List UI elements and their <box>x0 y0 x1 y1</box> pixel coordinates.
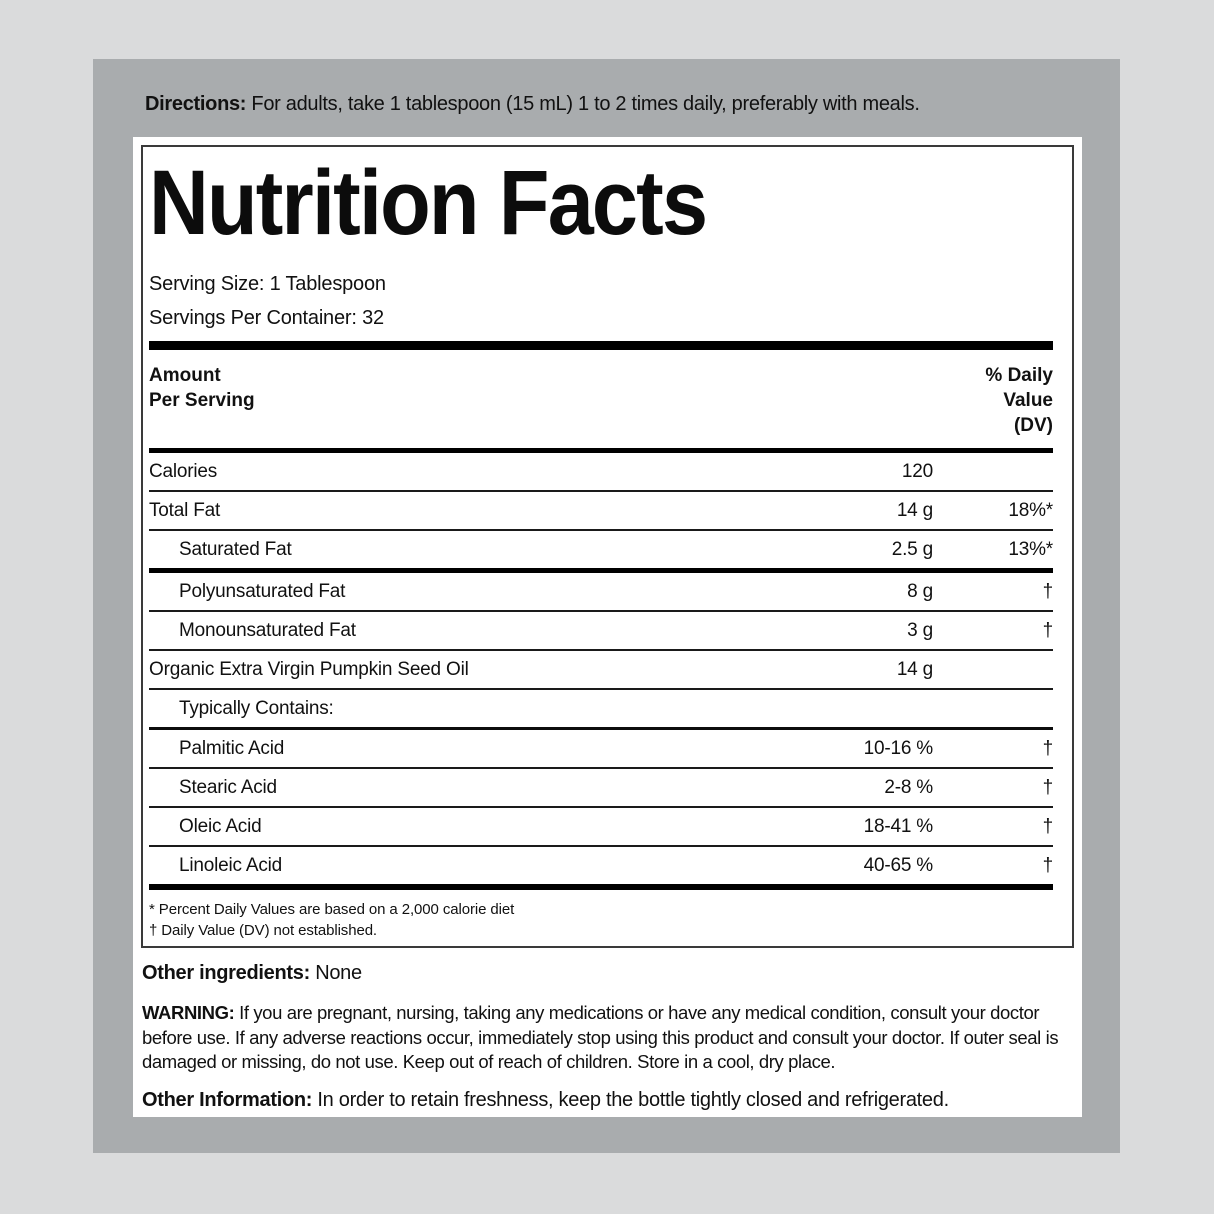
nutrient-daily-value: † <box>1042 620 1054 641</box>
nutrition-rows: Calories 120 Total Fat 14 g 18%* Saturat… <box>149 453 1053 884</box>
nutrient-daily-value: † <box>1042 816 1054 837</box>
footnote-percent-dv: * Percent Daily Values are based on a 2,… <box>149 901 515 918</box>
nutrient-name: Palmitic Acid <box>179 738 285 759</box>
nutrient-daily-value: † <box>1042 738 1054 759</box>
nutrient-name: Total Fat <box>149 500 221 521</box>
other-information-line: Other Information: In order to retain fr… <box>142 1089 1074 1112</box>
header-rule <box>149 448 1053 453</box>
amount-per-serving-header: Amount Per Serving <box>149 365 255 411</box>
daily-value-header: % Daily Value (DV) <box>985 365 1053 436</box>
nutrient-row: Palmitic Acid 10-16 % † <box>149 727 1053 767</box>
other-information-label: Other Information: <box>142 1088 313 1111</box>
directions-text: For adults, take 1 tablespoon (15 mL) 1 … <box>246 93 920 115</box>
footnotes: * Percent Daily Values are based on a 2,… <box>149 890 1053 941</box>
nutrient-row: Organic Extra Virgin Pumpkin Seed Oil 14… <box>149 649 1053 688</box>
nutrient-amount: 40-65 % <box>863 855 934 876</box>
nutrient-daily-value: † <box>1042 777 1054 798</box>
serving-info: Serving Size: 1 Tablespoon Servings Per … <box>149 267 1053 335</box>
nutrient-row: Linoleic Acid 40-65 % † <box>149 845 1053 884</box>
warning-label: WARNING: <box>142 1002 235 1023</box>
nutrient-name: Polyunsaturated Fat <box>179 581 346 602</box>
nutrient-row: Stearic Acid 2-8 % † <box>149 767 1053 806</box>
nutrient-name: Linoleic Acid <box>179 855 283 876</box>
nutrient-name: Saturated Fat <box>179 539 292 560</box>
other-ingredients-value: None <box>309 962 362 984</box>
nutrient-amount: 3 g <box>907 620 933 641</box>
directions-label: Directions: <box>145 93 247 115</box>
amount-dv-header: Amount Per Serving % Daily Value (DV) <box>149 350 1053 448</box>
nutrient-amount: 8 g <box>907 581 933 602</box>
nutrient-name: Stearic Acid <box>179 777 277 798</box>
other-information-text: In order to retain freshness, keep the b… <box>312 1088 949 1111</box>
nutrient-amount: 2-8 % <box>884 777 933 798</box>
other-ingredients-line: Other ingredients: None <box>142 962 1074 985</box>
nutrient-amount: 14 g <box>896 659 933 680</box>
below-box-section: Other ingredients: None WARNING: If you … <box>141 962 1074 1112</box>
warning-text: If you are pregnant, nursing, taking any… <box>142 1002 1059 1072</box>
nutrient-row: Total Fat 14 g 18%* <box>149 490 1053 529</box>
nutrient-daily-value: 18%* <box>1008 500 1053 521</box>
nutrient-amount: 14 g <box>896 500 933 521</box>
nutrient-name: Calories <box>149 461 218 482</box>
bottom-thick-rule <box>149 884 1053 890</box>
nutrient-row: Typically Contains: <box>149 688 1053 727</box>
nutrient-amount: 120 <box>901 461 933 482</box>
serving-size: Serving Size: 1 Tablespoon <box>149 273 386 295</box>
nutrient-daily-value: 13%* <box>1008 539 1053 560</box>
footnote-dagger: † Daily Value (DV) not established. <box>149 922 378 939</box>
nutrition-facts-box: Nutrition Facts Serving Size: 1 Tablespo… <box>141 145 1074 948</box>
nutrient-amount: 10-16 % <box>863 738 934 759</box>
nutrient-amount: 2.5 g <box>891 539 933 560</box>
nutrient-row: Calories 120 <box>149 453 1053 490</box>
warning-paragraph: WARNING: If you are pregnant, nursing, t… <box>142 1001 1082 1075</box>
nutrient-name: Typically Contains: <box>179 698 334 719</box>
label-sheet: Nutrition Facts Serving Size: 1 Tablespo… <box>133 137 1082 1117</box>
nutrient-daily-value: † <box>1042 581 1054 602</box>
directions-line: Directions: For adults, take 1 tablespoo… <box>145 93 1080 116</box>
nutrient-row: Oleic Acid 18-41 % † <box>149 806 1053 845</box>
nutrient-name: Monounsaturated Fat <box>179 620 356 641</box>
nutrient-row: Polyunsaturated Fat 8 g † <box>149 568 1053 610</box>
servings-per-container: Servings Per Container: 32 <box>149 307 384 329</box>
nutrient-name: Organic Extra Virgin Pumpkin Seed Oil <box>149 659 469 680</box>
label-panel: Directions: For adults, take 1 tablespoo… <box>93 59 1120 1153</box>
nutrient-row: Saturated Fat 2.5 g 13%* <box>149 529 1053 568</box>
nutrition-facts-title: Nutrition Facts <box>149 152 708 254</box>
nutrient-amount: 18-41 % <box>863 816 934 837</box>
nutrient-row: Monounsaturated Fat 3 g † <box>149 610 1053 649</box>
nutrient-name: Oleic Acid <box>179 816 262 837</box>
other-ingredients-label: Other ingredients: <box>142 962 310 984</box>
nutrient-daily-value: † <box>1042 855 1054 876</box>
top-thick-rule <box>149 341 1053 350</box>
